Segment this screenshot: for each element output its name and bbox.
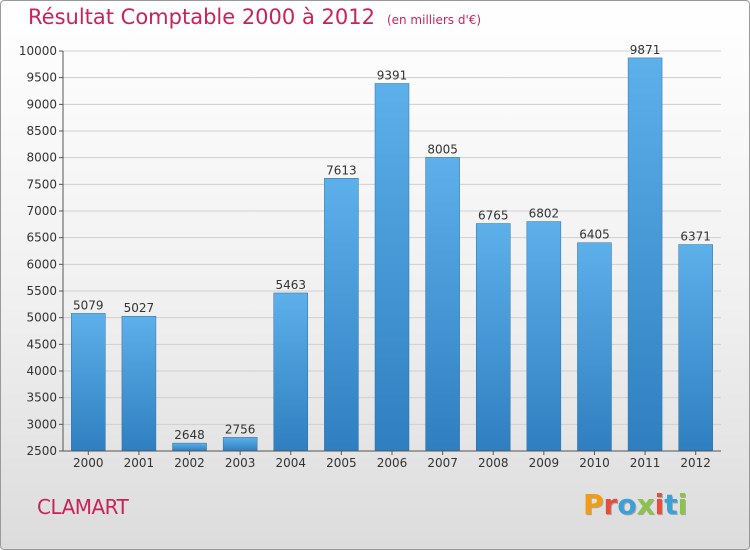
x-axis: 2000 2001 2002 2003 2004 2005 2006 2007 2008 2009… — [63, 450, 721, 470]
bar — [627, 57, 663, 452]
y-tick-label: 6500 — [26, 231, 57, 245]
x-tick-label: 2011 — [630, 456, 661, 470]
x-tick-label: 2000 — [73, 456, 104, 470]
logo-letter: P — [583, 488, 604, 521]
y-tick-label: 6000 — [26, 257, 57, 271]
chart-title-text: Résultat Comptable 2000 à 2012 — [28, 5, 375, 29]
y-tick-label: 4500 — [26, 337, 57, 351]
bar — [526, 221, 562, 452]
y-tick-label: 4000 — [26, 364, 57, 378]
bar — [577, 242, 612, 452]
bar-value-label: 6765 — [478, 209, 509, 223]
bar-value-label: 2756 — [225, 422, 256, 436]
proxiti-logo: Proxiti — [583, 488, 687, 521]
y-tick-label: 5500 — [26, 284, 57, 298]
x-tick-label: 2001 — [124, 456, 155, 470]
y-tick-label: 3500 — [26, 391, 57, 405]
logo-letter: r — [603, 488, 618, 521]
x-tick-label: 2004 — [275, 456, 306, 470]
x-tick-label: 2008 — [478, 456, 509, 470]
bar — [475, 223, 511, 452]
bar — [374, 83, 410, 452]
y-tick-label: 10000 — [19, 44, 57, 58]
bar — [71, 313, 106, 452]
bar-value-label: 6371 — [680, 230, 711, 244]
bar-value-label: 5463 — [275, 278, 306, 292]
x-tick-label: 2002 — [174, 456, 205, 470]
x-tick-label: 2009 — [529, 456, 560, 470]
y-tick-label: 7000 — [26, 204, 57, 218]
logo-letter: x — [636, 488, 655, 521]
logo-letter: t — [664, 488, 678, 521]
chart-unit: (en milliers d'€) — [386, 13, 482, 27]
bar-value-label: 6405 — [579, 228, 610, 242]
x-tick-label: 2003 — [225, 456, 256, 470]
bar — [172, 442, 207, 452]
bar — [324, 178, 359, 452]
x-tick-label: 2006 — [377, 456, 408, 470]
x-tick-label: 2007 — [427, 456, 458, 470]
y-axis: 2500 3000 3500 4000 4500 5000 5500 6000 6500 7000… — [19, 44, 64, 458]
bar-value-label: 9391 — [377, 68, 408, 82]
bar — [121, 315, 157, 452]
y-tick-label: 5000 — [26, 311, 57, 325]
y-tick-label: 8000 — [26, 151, 57, 165]
bar-value-label: 5027 — [124, 301, 155, 315]
y-tick-label: 2500 — [26, 444, 57, 458]
bar — [678, 244, 713, 452]
bar-value-label: 6802 — [529, 207, 560, 221]
bar-value-label: 5079 — [73, 298, 104, 312]
y-tick-label: 7500 — [26, 177, 57, 191]
logo-letter: i — [654, 488, 665, 521]
chart-title: Résultat Comptable 2000 à 2012 (en millie… — [28, 5, 481, 29]
y-tick-label: 3000 — [26, 417, 57, 431]
bar — [273, 292, 309, 452]
bar-value-label: 2648 — [174, 428, 205, 442]
bar-value-label: 8005 — [427, 142, 458, 156]
y-tick-label: 9500 — [26, 71, 57, 85]
x-tick-label: 2010 — [579, 456, 610, 470]
logo-letter: i — [677, 488, 688, 521]
bars: 5079 5027 2648 2756 5463 7613 9391 8005 6765 6802… — [71, 43, 713, 452]
city-name: CLAMART — [37, 495, 129, 519]
bar-value-label: 9871 — [630, 43, 661, 57]
bar-value-label: 7613 — [326, 163, 357, 177]
bar — [425, 157, 460, 452]
bar — [222, 437, 258, 452]
y-tick-label: 8500 — [26, 124, 57, 138]
y-tick-label: 9000 — [26, 97, 57, 111]
x-tick-label: 2012 — [680, 456, 711, 470]
x-tick-label: 2005 — [326, 456, 357, 470]
logo-letter: o — [617, 488, 637, 521]
